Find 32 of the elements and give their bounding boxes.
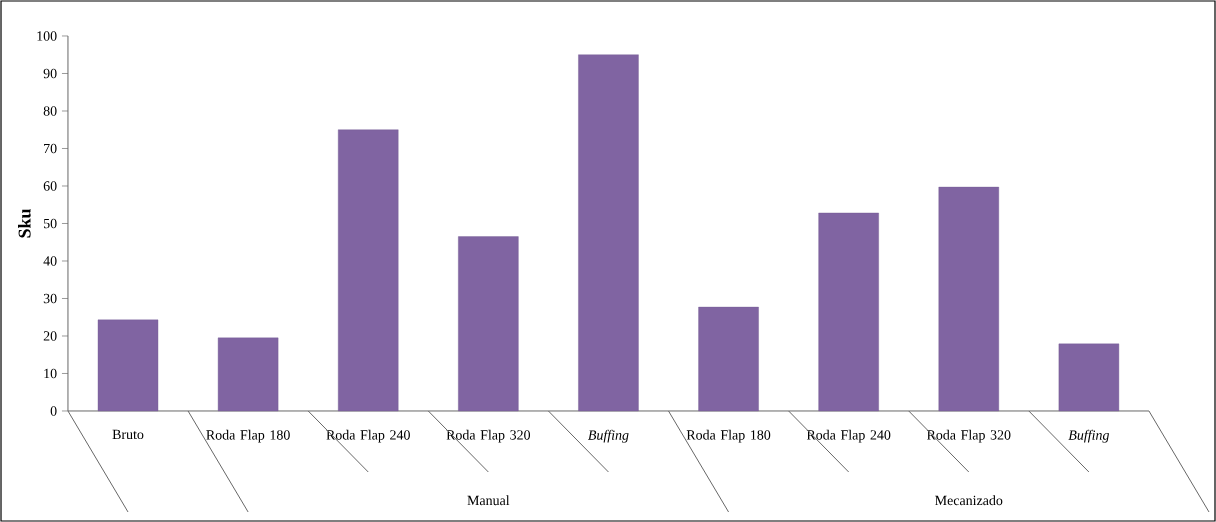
- y-axis-title: Sku: [18, 209, 31, 238]
- x-tick-label: Roda Flap 180: [686, 429, 771, 443]
- bar: [698, 306, 759, 412]
- x-tick-label: Buffing: [588, 429, 629, 443]
- text: Manual: [467, 495, 510, 506]
- bar: [338, 129, 399, 412]
- y-tick-label: 40: [43, 256, 57, 266]
- text: Mecanizado: [935, 495, 1003, 506]
- y-tick-label: 20: [43, 331, 57, 341]
- y-tick-label: 80: [43, 106, 57, 116]
- x-tick-label: Bruto: [112, 429, 144, 440]
- x-tick-label: Roda Flap 240: [806, 429, 891, 443]
- bar: [938, 186, 999, 412]
- bar: [818, 212, 879, 412]
- y-tick-label: 100: [37, 31, 57, 41]
- y-tick-label: 70: [44, 143, 57, 154]
- y-tick-label: 90: [43, 68, 57, 79]
- y-tick-label: 50: [43, 218, 57, 229]
- y-tick-label: 0: [50, 406, 57, 416]
- bar: [458, 236, 519, 412]
- x-tick-label: Roda Flap 320: [446, 429, 531, 443]
- y-tick-label: 60: [43, 181, 57, 191]
- x-tick-label: Roda Flap 180: [206, 429, 290, 443]
- x-tick-label: Buffing: [1068, 429, 1110, 443]
- y-tick-label: 10: [44, 368, 57, 379]
- bar: [217, 337, 279, 412]
- bar: [97, 319, 159, 412]
- x-tick-label: Roda Flap 240: [326, 429, 410, 443]
- y-tick-label: 30: [43, 293, 57, 304]
- bar: [578, 54, 639, 412]
- x-tick-label: Roda Flap 320: [926, 429, 1011, 443]
- bar: [1058, 343, 1120, 412]
